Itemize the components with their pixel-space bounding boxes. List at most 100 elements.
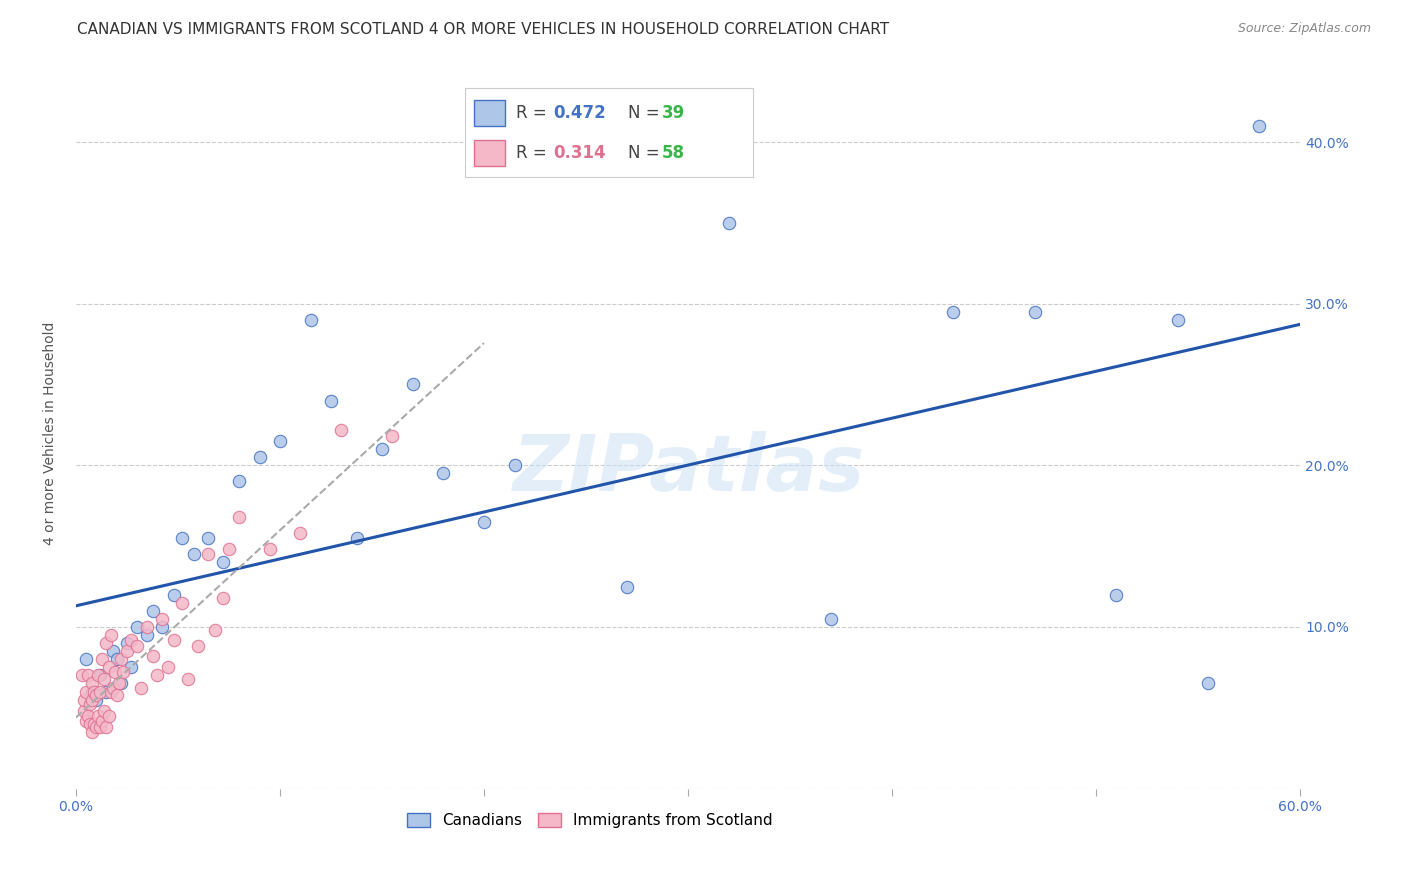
- Point: [73, 692, 96, 706]
- Point: [75, 684, 97, 698]
- Point: [290, 526, 312, 541]
- Point: [269, 434, 291, 448]
- Point: [100, 684, 122, 698]
- Point: [503, 458, 526, 473]
- Text: CANADIAN VS IMMIGRANTS FROM SCOTLAND 4 OR MORE VEHICLES IN HOUSEHOLD CORRELATION: CANADIAN VS IMMIGRANTS FROM SCOTLAND 4 O…: [77, 22, 890, 37]
- Point: [84, 688, 107, 702]
- Point: [75, 652, 97, 666]
- Point: [150, 612, 173, 626]
- Point: [75, 714, 97, 728]
- Point: [110, 676, 132, 690]
- Point: [82, 676, 104, 690]
- Point: [170, 596, 193, 610]
- Point: [96, 720, 118, 734]
- Point: [381, 429, 404, 443]
- Y-axis label: 4 or more Vehicles in Household: 4 or more Vehicles in Household: [44, 321, 58, 545]
- Point: [211, 555, 233, 569]
- Point: [101, 644, 124, 658]
- Point: [1197, 676, 1219, 690]
- Point: [104, 665, 127, 680]
- Point: [136, 628, 159, 642]
- Point: [83, 684, 105, 698]
- Point: [187, 640, 209, 654]
- Point: [142, 604, 165, 618]
- Point: [97, 660, 120, 674]
- Point: [183, 547, 205, 561]
- Point: [77, 708, 100, 723]
- Point: [84, 692, 107, 706]
- Point: [401, 377, 423, 392]
- Point: [1167, 313, 1189, 327]
- Point: [110, 652, 132, 666]
- Point: [82, 684, 104, 698]
- Point: [115, 636, 138, 650]
- Legend: Canadians, Immigrants from Scotland: Canadians, Immigrants from Scotland: [401, 807, 779, 834]
- Point: [82, 692, 104, 706]
- Point: [79, 717, 101, 731]
- Point: [249, 450, 271, 465]
- Point: [84, 720, 107, 734]
- Point: [125, 640, 148, 654]
- Point: [146, 668, 169, 682]
- Point: [100, 628, 122, 642]
- Point: [170, 531, 193, 545]
- Point: [299, 313, 322, 327]
- Point: [89, 668, 111, 682]
- Point: [616, 580, 638, 594]
- Point: [197, 531, 219, 545]
- Text: Source: ZipAtlas.com: Source: ZipAtlas.com: [1237, 22, 1371, 36]
- Point: [82, 725, 104, 739]
- Point: [211, 591, 233, 605]
- Point: [330, 423, 353, 437]
- Point: [177, 672, 200, 686]
- Point: [820, 612, 842, 626]
- Point: [77, 668, 100, 682]
- Point: [371, 442, 394, 457]
- Point: [1249, 119, 1271, 133]
- Point: [96, 636, 118, 650]
- Point: [120, 660, 142, 674]
- Point: [1105, 588, 1128, 602]
- Point: [96, 684, 118, 698]
- Point: [156, 660, 179, 674]
- Point: [197, 547, 219, 561]
- Point: [91, 714, 114, 728]
- Point: [111, 665, 134, 680]
- Text: ZIPatlas: ZIPatlas: [512, 431, 865, 507]
- Point: [259, 542, 281, 557]
- Point: [717, 216, 740, 230]
- Point: [472, 515, 495, 529]
- Point: [346, 531, 368, 545]
- Point: [91, 652, 114, 666]
- Point: [79, 698, 101, 712]
- Point: [1024, 305, 1046, 319]
- Point: [163, 588, 186, 602]
- Point: [319, 393, 342, 408]
- Point: [228, 475, 250, 489]
- Point: [942, 305, 965, 319]
- Point: [101, 681, 124, 696]
- Point: [218, 542, 240, 557]
- Point: [73, 704, 96, 718]
- Point: [89, 684, 111, 698]
- Point: [105, 688, 128, 702]
- Point: [93, 704, 115, 718]
- Point: [87, 708, 110, 723]
- Point: [136, 620, 159, 634]
- Point: [432, 467, 454, 481]
- Point: [83, 717, 105, 731]
- Point: [70, 668, 93, 682]
- Point: [125, 620, 148, 634]
- Point: [150, 620, 173, 634]
- Point: [228, 510, 250, 524]
- Point: [115, 644, 138, 658]
- Point: [107, 676, 129, 690]
- Point: [105, 652, 128, 666]
- Point: [129, 681, 152, 696]
- Point: [97, 708, 120, 723]
- Point: [93, 672, 115, 686]
- Point: [204, 623, 226, 637]
- Point: [163, 632, 186, 647]
- Point: [120, 632, 142, 647]
- Point: [142, 648, 165, 663]
